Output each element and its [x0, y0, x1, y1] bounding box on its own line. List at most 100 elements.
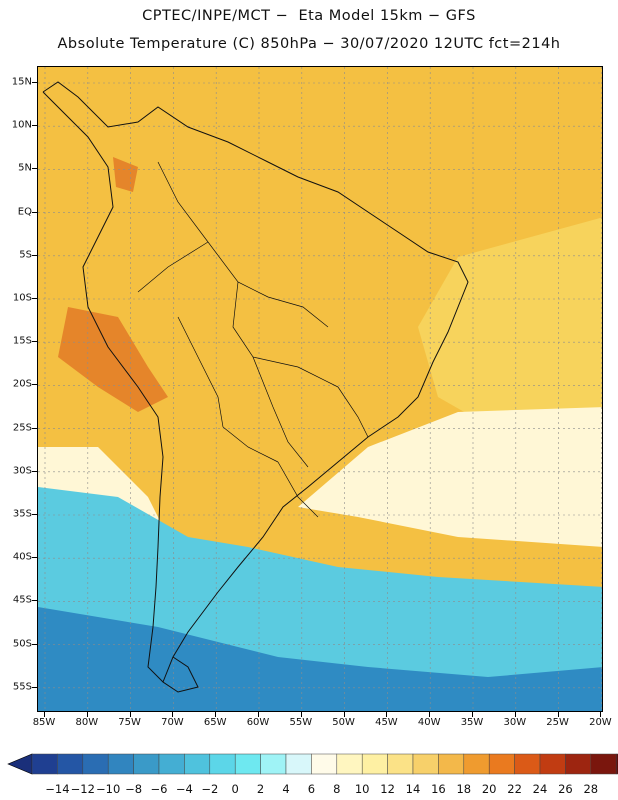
colorbar-swatch: [82, 753, 109, 775]
longitude-label: 65W: [203, 717, 227, 728]
latitude-label: 10S: [12, 292, 32, 304]
latitude-label: 25S: [12, 422, 32, 434]
colorbar-swatch: [133, 753, 160, 775]
colorbar-label: 26: [558, 782, 573, 796]
latitude-tick: [32, 514, 37, 515]
colorbar-swatch: [361, 753, 388, 775]
colorbar-label: 16: [431, 782, 446, 796]
colorbar-label: −12: [70, 782, 95, 796]
chart-title-line2: Absolute Temperature (C) 850hPa − 30/07/…: [57, 36, 561, 52]
longitude-label: 45W: [375, 717, 398, 728]
andes-hot-spot: [58, 307, 168, 412]
longitude-tick: [472, 712, 473, 717]
latitude-label: 20S: [12, 378, 32, 390]
longitude-label: 75W: [118, 717, 141, 728]
colorbar-swatch: [260, 753, 287, 775]
latitude-label: 40S: [12, 551, 32, 563]
colorbar-swatch: [514, 753, 541, 775]
longitude-label: 40W: [417, 717, 441, 728]
latitude-label: 15S: [12, 335, 32, 347]
colorbar-swatch: [31, 753, 58, 775]
latitude-tick: [32, 600, 37, 602]
latitude-tick: [32, 254, 37, 256]
colorbar-label: −6: [150, 782, 168, 796]
colorbar-label: −10: [96, 782, 121, 796]
longitude-tick: [300, 712, 302, 717]
latitude-label: 45S: [12, 594, 32, 606]
chart-title-line1: CPTEC/INPE/MCT − Eta Model 15km − GFS: [142, 8, 476, 24]
colorbar-label: 18: [456, 782, 472, 796]
latitude-label: 30S: [12, 465, 32, 477]
longitude-label: 35W: [460, 717, 484, 728]
longitude-tick: [258, 712, 259, 717]
colorbar-label: −8: [125, 782, 143, 796]
colorbar-swatch: [539, 753, 566, 775]
longitude-label: 80W: [75, 717, 99, 728]
latitude-tick: [32, 298, 37, 299]
colorbar-label: 14: [405, 782, 421, 796]
longitude-label: 30W: [503, 717, 527, 728]
colorbar-swatch: [590, 753, 617, 775]
colorbar-label: −4: [175, 782, 193, 796]
longitude-label: 70W: [161, 717, 184, 728]
longitude-label: 85W: [32, 717, 56, 728]
latitude-label: EQ: [17, 206, 32, 218]
colombia-hot-spot: [113, 157, 138, 192]
colorbar-swatch: [107, 753, 134, 775]
longitude-label: 25W: [546, 717, 569, 728]
colorbar-swatch: [336, 753, 363, 775]
longitude-tick: [429, 712, 431, 717]
longitude-label: 20W: [589, 717, 612, 728]
latitude-tick: [32, 168, 37, 170]
latitude-tick: [32, 211, 37, 213]
latitude-tick: [32, 384, 37, 386]
colorbar-label: 12: [380, 782, 395, 796]
longitude-tick: [557, 712, 559, 717]
longitude-tick: [343, 712, 345, 717]
latitude-label: 5N: [18, 162, 32, 174]
south-america-coastline: [42, 81, 469, 693]
colorbar-label: 20: [481, 782, 497, 796]
latitude-tick: [32, 470, 37, 472]
colorbar-low-arrow: [7, 753, 33, 775]
longitude-label: 50W: [332, 717, 355, 728]
colorbar-swatch: [488, 753, 515, 775]
colorbar-label: 8: [333, 782, 341, 796]
colorbar-swatch: [311, 753, 338, 775]
longitude-tick: [86, 712, 88, 717]
colorbar-swatch: [57, 753, 84, 775]
colorbar-swatch: [209, 753, 236, 775]
longitude-tick: [129, 712, 131, 717]
colorbar-label: 0: [231, 782, 239, 796]
colorbar-swatch: [234, 753, 261, 775]
colorbar-swatch: [387, 753, 414, 775]
latitude-label: 35S: [12, 508, 32, 520]
longitude-tick: [514, 712, 516, 717]
colorbar-label: 24: [532, 782, 548, 796]
colorbar-swatch: [615, 753, 618, 775]
colorbar-label: 4: [282, 782, 290, 796]
latitude-tick: [32, 341, 37, 343]
colorbar-swatch: [463, 753, 490, 775]
colorbar-label: 22: [507, 782, 522, 796]
latitude-tick: [32, 125, 37, 127]
latitude-tick: [32, 686, 37, 688]
longitude-label: 55W: [289, 717, 313, 728]
latitude-label: 15N: [11, 76, 32, 88]
colorbar-swatch: [412, 753, 439, 775]
colorbar-label: 2: [256, 782, 265, 796]
latitude-label: 5S: [19, 249, 32, 261]
map-frame: [37, 66, 603, 712]
colorbar-swatch: [158, 753, 185, 775]
latitude-tick: [32, 82, 37, 83]
colorbar-swatch: [184, 753, 211, 775]
longitude-tick: [215, 712, 217, 717]
latitude-tick: [32, 427, 37, 429]
colorbar-label: 6: [307, 782, 316, 796]
country-borders: [137, 161, 369, 518]
colorbar-swatch: [565, 753, 592, 775]
longitude-tick: [600, 712, 602, 717]
latitude-tick: [32, 557, 37, 559]
graticule: [38, 67, 602, 711]
longitude-tick: [44, 712, 45, 717]
